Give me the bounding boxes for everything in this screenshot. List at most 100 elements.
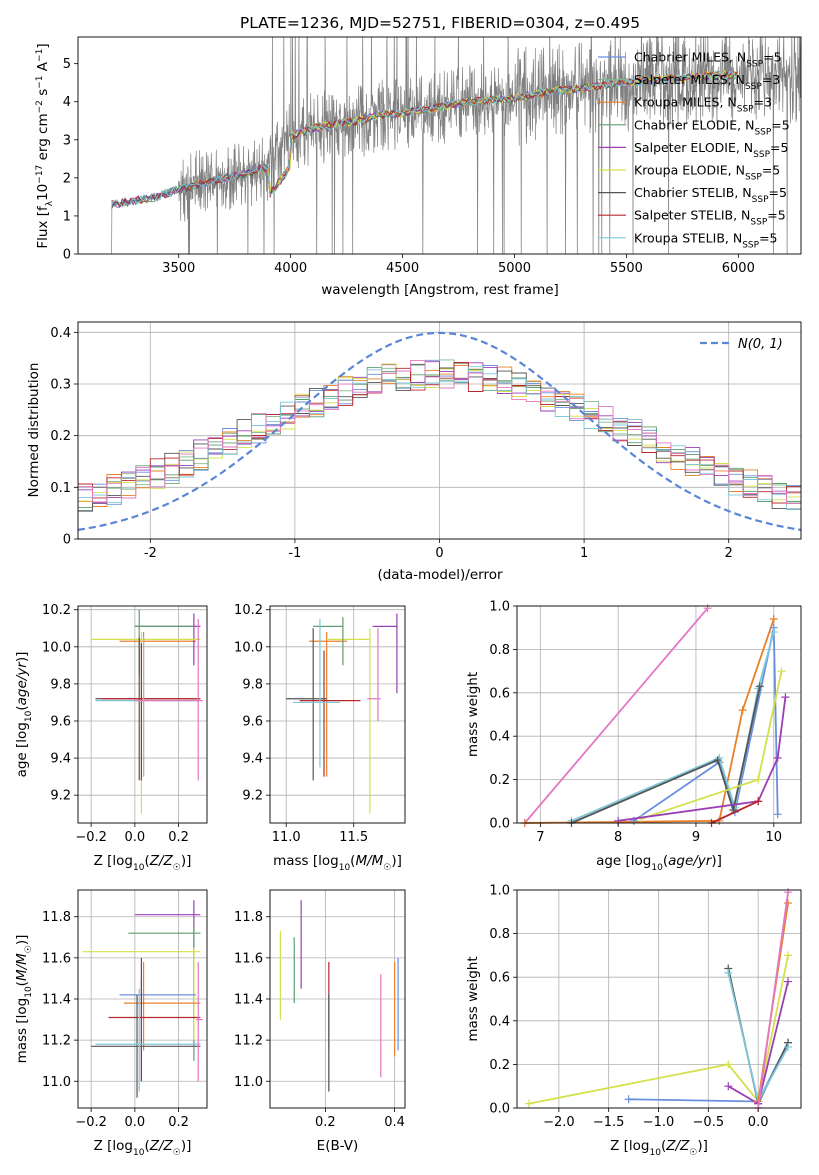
residuals-xtick-label: 1 — [580, 546, 588, 561]
residuals-grid — [78, 322, 801, 540]
age-vs-mass-point — [326, 628, 371, 814]
mass-vs-EBV-grid — [270, 890, 405, 1108]
spectrum-xtick-label: 4500 — [386, 261, 419, 276]
mass-vs-EBV-ytick-label: 11.8 — [234, 910, 263, 925]
legend-label: Chabrier ELODIE, NSSP=5 — [634, 117, 790, 137]
spectrum-ylabel: Flux [fλ10−17 erg cm−2 s−1 A−1] — [35, 43, 55, 248]
mass-weight-vs-Z-marker — [524, 1099, 533, 1108]
residuals-xtick-label: 0 — [435, 546, 443, 561]
spectrum-axes: 3500 4000 4500 5000 5500 6000 0 1 2 3 4 5 — [63, 36, 802, 276]
mass-weight-vs-age-series — [567, 682, 764, 827]
spectrum-plot-area — [111, 37, 801, 254]
mass-weight-vs-age-xtick-label: 10 — [765, 830, 782, 845]
mass-weight-vs-age-ytick-label: 0.0 — [489, 817, 510, 832]
mass-weight-vs-age-ytick-label: 0.6 — [489, 686, 510, 701]
mass-weight-vs-Z-axes: −2.0 −1.5 −1.0 −0.5 0.0 0.0 0.2 0.4 0.6 0.8 1.0 — [489, 884, 802, 1130]
spectrum-panel: 3500 4000 4500 5000 5500 6000 0 1 2 3 4 5 — [63, 36, 802, 276]
age-vs-mass-axes: 11.0 11.5 9.2 9.4 9.6 9.8 10.0 10.2 — [234, 603, 406, 845]
age-vs-mass-plot-area — [286, 613, 398, 814]
age-vs-mass-point — [367, 628, 381, 721]
mass-weight-vs-Z-ytick-label: 0.2 — [489, 1058, 510, 1073]
mass-weight-vs-age-marker — [754, 775, 763, 784]
mass-vs-Z-xtick-label: −0.2 — [75, 1115, 107, 1130]
mass-weight-vs-Z-ytick-label: 0.4 — [489, 1014, 510, 1029]
mass-vs-Z-point — [119, 978, 197, 1082]
age-vs-mass-panel: 11.0 11.5 9.2 9.4 9.6 9.8 10.0 10.2 — [234, 603, 406, 845]
mass-weight-vs-age-grid — [517, 605, 801, 824]
legend-label: Chabrier STELIB, NSSP=5 — [634, 185, 787, 205]
mass-vs-EBV-ytick-label: 11.4 — [234, 993, 263, 1008]
mass-vs-EBV-panel: 0.2 0.4 11.0 11.2 11.4 11.6 11.8 — [234, 889, 406, 1130]
mass-vs-Z-point — [108, 957, 201, 1082]
legend-label: Salpeter MILES, NSSP=3 — [634, 72, 780, 92]
age-vs-mass-point — [292, 618, 341, 768]
spectrum-model-line — [111, 70, 738, 208]
mass-vs-Z-ylabel: mass [log10(M/M☉)] — [14, 935, 34, 1064]
legend-label: Kroupa ELODIE, NSSP=5 — [634, 163, 780, 183]
age-vs-Z-ytick-label: 10.0 — [42, 640, 71, 655]
mass-weight-vs-Z-marker — [624, 1095, 633, 1104]
mass-weight-vs-age-ytick-label: 0.2 — [489, 773, 510, 788]
mass-weight-vs-age-ytick-label: 0.4 — [489, 730, 510, 745]
mass-weight-vs-Z-xtick-label: −1.5 — [593, 1115, 625, 1130]
mass-weight-vs-age-xlabel: age [log10(age/yr)] — [596, 853, 722, 873]
mass-vs-Z-point — [123, 961, 201, 1051]
age-vs-Z-axes: −0.2 0.0 0.2 9.2 9.4 9.6 9.8 10.0 10.2 — [42, 603, 208, 845]
age-vs-Z-point — [95, 637, 201, 781]
spectrum-observed-line — [111, 37, 801, 254]
age-vs-mass-point — [313, 617, 344, 666]
residuals-ytick-label: 0 — [63, 533, 71, 548]
mass-vs-Z-xlabel: Z [log10(Z/Z☉)] — [94, 1138, 192, 1158]
mass-weight-vs-Z-ylabel: mass weight — [465, 956, 481, 1041]
mass-weight-vs-Z-grid — [517, 889, 801, 1109]
spectrum-xlabel: wavelength [Angstrom, rest frame] — [321, 282, 559, 298]
legend-label: Chabrier MILES, NSSP=5 — [634, 50, 782, 70]
mass-vs-Z-xtick-label: 0.0 — [125, 1115, 146, 1130]
mass-weight-vs-age-plot-area — [520, 604, 790, 827]
age-vs-mass-xtick-label: 11.5 — [339, 830, 368, 845]
mass-vs-Z-ytick-label: 11.2 — [42, 1034, 71, 1049]
mass-weight-vs-age-marker — [703, 604, 712, 613]
age-vs-mass-ytick-label: 9.6 — [242, 714, 263, 729]
mass-weight-vs-age-marker — [769, 628, 778, 637]
mass-vs-EBV-plot-area — [279, 900, 399, 1092]
mass-weight-vs-age-frame — [516, 605, 802, 824]
mass-weight-vs-Z-xtick-label: −2.0 — [543, 1115, 575, 1130]
age-vs-Z-ytick-label: 9.2 — [50, 789, 71, 804]
age-vs-mass-point — [309, 631, 347, 777]
spectrum-model-line — [111, 71, 738, 209]
residuals-ylabel: Normed distribution — [26, 363, 42, 498]
mass-weight-vs-Z-xtick-label: −0.5 — [693, 1115, 725, 1130]
mass-weight-vs-Z-marker — [784, 977, 793, 986]
mass-weight-vs-age-marker — [738, 706, 747, 715]
age-vs-mass-ytick-label: 10.2 — [234, 603, 263, 618]
mass-weight-vs-age-series — [520, 604, 712, 827]
residuals-xtick-label: -1 — [288, 546, 301, 561]
age-vs-mass-xlabel: mass [log10(M/M☉)] — [273, 853, 402, 873]
age-vs-mass-grid — [270, 606, 405, 823]
mass-weight-vs-Z-ytick-label: 0.6 — [489, 971, 510, 986]
mass-vs-EBV-xlabel: E(B-V) — [317, 1138, 359, 1154]
mass-weight-vs-Z-plot-area — [524, 888, 793, 1112]
residuals-axes: -2 -1 0 1 2 0 0.1 0.2 0.3 0.4 — [50, 321, 802, 561]
age-vs-mass-ytick-label: 9.2 — [242, 789, 263, 804]
spectrum-xtick-label: 6000 — [722, 261, 755, 276]
spectrum-ytick-label: 2 — [63, 171, 71, 186]
age-vs-Z-plot-area — [91, 609, 203, 814]
age-vs-Z-point — [134, 618, 203, 781]
mass-vs-Z-point — [82, 947, 201, 1041]
mass-weight-vs-age-ytick-label: 1.0 — [489, 600, 510, 615]
spectrum-model-line — [111, 71, 738, 208]
mass-vs-EBV-ytick-label: 11.2 — [234, 1034, 263, 1049]
residuals-legend: N(0, 1) — [700, 337, 783, 352]
age-vs-mass-frame — [269, 605, 406, 824]
mass-weight-vs-Z-marker — [724, 1082, 733, 1091]
mass-weight-vs-Z-series — [754, 888, 793, 1112]
mass-vs-Z-panel: −0.2 0.0 0.2 11.0 11.2 11.4 11.6 11.8 — [42, 889, 208, 1130]
spectrum-xtick-label: 5500 — [610, 261, 643, 276]
age-vs-mass-point — [372, 613, 398, 694]
residuals-ytick-label: 0.3 — [50, 378, 71, 393]
mass-weight-vs-age-marker — [773, 753, 782, 762]
age-vs-Z-panel: −0.2 0.0 0.2 9.2 9.4 9.6 9.8 10.0 10.2 — [42, 603, 208, 845]
